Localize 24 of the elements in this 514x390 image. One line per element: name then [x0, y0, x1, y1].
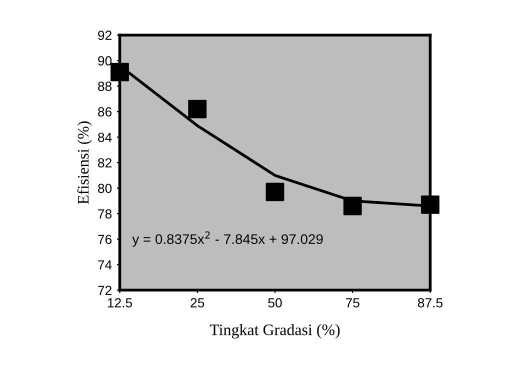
y-axis-title: Efisiensi (%)	[77, 121, 92, 204]
x-tick-label: 50	[268, 298, 282, 308]
y-tick-label: 74	[98, 260, 112, 270]
y-tick-label: 92	[98, 30, 112, 40]
annotation: y = 0.8375x$^{2}$ - 7.845x + 97.029	[132, 231, 323, 247]
y-tick-label: 84	[98, 132, 112, 142]
x-axis-title: Tingkat Gradasi (%)	[210, 324, 340, 339]
y-tick-label: 88	[98, 82, 112, 92]
x-tick-label: 25	[190, 298, 204, 308]
point	[266, 182, 284, 202]
y-tick-label: 72	[98, 286, 112, 295]
point	[110, 62, 129, 82]
y-tick-label: 80	[98, 184, 112, 194]
x-tick-label: 12.5	[108, 298, 132, 308]
y-tick-label: 78	[98, 209, 112, 219]
x-tick-label: 75	[346, 298, 360, 308]
y-tick-label: 76	[98, 234, 112, 244]
y-tick-label: 90	[98, 56, 112, 66]
point	[343, 196, 362, 216]
y-tick-label: 86	[98, 107, 112, 117]
y-tick-label: 82	[98, 158, 112, 168]
point	[421, 196, 440, 214]
x-tick-label: 87.5	[418, 298, 443, 308]
point	[188, 100, 207, 118]
